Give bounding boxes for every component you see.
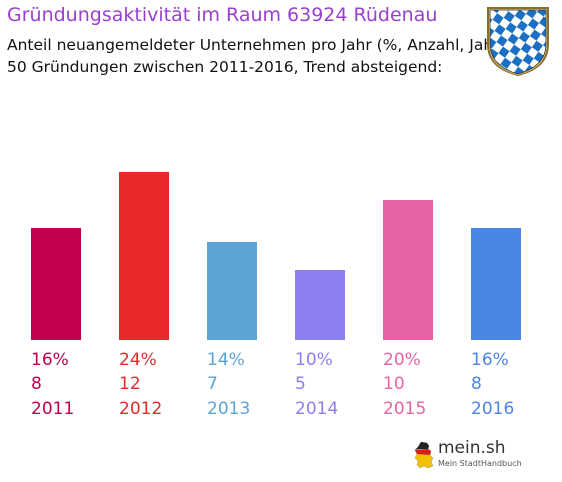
chart-title: Gründungsaktivität im Raum 63924 Rüdenau — [7, 4, 438, 26]
year-label-2015: 2015 — [383, 399, 426, 419]
year-label-2014: 2014 — [295, 399, 338, 419]
germany-map-icon — [414, 441, 434, 469]
count-label-2015: 10 — [383, 374, 405, 394]
bar-2014 — [295, 270, 345, 340]
count-label-2012: 12 — [119, 374, 141, 394]
bavaria-crest-icon — [487, 7, 549, 76]
bar-2015 — [383, 200, 433, 340]
bar-2013 — [207, 242, 257, 340]
percent-label-2014: 10% — [295, 350, 333, 370]
year-label-2016: 2016 — [471, 399, 514, 419]
year-label-2012: 2012 — [119, 399, 162, 419]
year-label-2011: 2011 — [31, 399, 74, 419]
brand-name: mein.sh — [438, 438, 506, 458]
count-label-2013: 7 — [207, 374, 218, 394]
count-label-2011: 8 — [31, 374, 42, 394]
bar-2011 — [31, 228, 81, 340]
percent-label-2016: 16% — [471, 350, 509, 370]
percent-label-2015: 20% — [383, 350, 421, 370]
branding-logo: mein.sh Mein StadtHandbuch — [412, 437, 522, 473]
count-label-2014: 5 — [295, 374, 306, 394]
chart-subtitle-2: 50 Gründungen zwischen 2011-2016, Trend … — [7, 58, 443, 76]
brand-tagline: Mein StadtHandbuch — [438, 459, 522, 468]
bar-2016 — [471, 228, 521, 340]
percent-label-2013: 14% — [207, 350, 245, 370]
bar-2012 — [119, 172, 169, 340]
count-label-2016: 8 — [471, 374, 482, 394]
year-label-2013: 2013 — [207, 399, 250, 419]
percent-label-2011: 16% — [31, 350, 69, 370]
percent-label-2012: 24% — [119, 350, 157, 370]
chart-subtitle-1: Anteil neuangemeldeter Unternehmen pro J… — [7, 36, 506, 54]
